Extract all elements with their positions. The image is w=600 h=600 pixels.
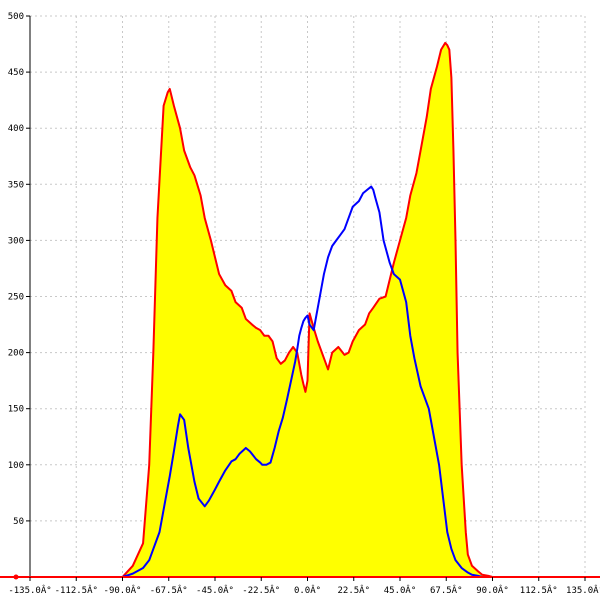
x-tick-label: 112.5Â° (520, 584, 558, 596)
x-tick-label: -90.0Â° (104, 584, 142, 596)
axes (0, 15, 600, 581)
x-tick-label: -135.0Â° (8, 584, 51, 596)
x-tick-label: 0.0Â° (294, 584, 321, 596)
y-tick-label: 500 (8, 12, 24, 22)
x-tick-label: -112.5Â° (55, 584, 98, 596)
y-tick-label: 300 (8, 236, 24, 246)
series-0-line (30, 41, 585, 578)
x-tick-label: 45.0Â° (384, 584, 417, 596)
y-tick-label: 350 (8, 180, 24, 190)
y-tick-label: 150 (8, 405, 24, 415)
tick-labels: -135.0Â° -112.5Â° -90.0Â° -67.5Â° -45.0Â° -22… (8, 12, 600, 596)
axis-origin-marker (13, 574, 19, 580)
series-1-line (30, 185, 585, 578)
x-tick-label: 135.0Â° (566, 584, 600, 596)
y-tick-label: 400 (8, 124, 24, 134)
line-layer (30, 41, 585, 578)
x-tick-label: -67.5Â° (150, 584, 188, 596)
x-tick-label: 67.5Â° (430, 584, 463, 596)
x-tick-label: 90.0Â° (476, 584, 509, 596)
x-tick-label: -22.5Â° (242, 584, 280, 596)
y-tick-label: 100 (8, 461, 24, 471)
series-0-area (30, 42, 585, 578)
y-tick-label: 200 (8, 349, 24, 359)
y-tick-label: 50 (13, 517, 24, 527)
x-tick-label: 22.5Â° (337, 584, 370, 596)
area-layer (30, 42, 585, 578)
x-tick-label: -45.0Â° (196, 584, 234, 596)
y-tick-label: 250 (8, 293, 24, 303)
y-tick-label: 450 (8, 68, 24, 78)
